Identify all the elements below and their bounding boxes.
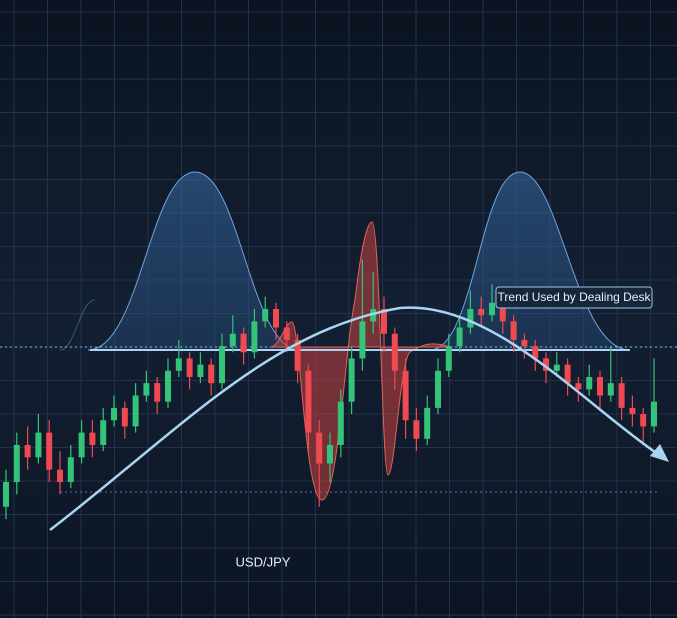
candle-body xyxy=(489,302,495,316)
candle-body xyxy=(521,339,528,347)
candle-body xyxy=(262,309,269,322)
candle-body xyxy=(381,309,387,334)
candle-body xyxy=(273,309,279,328)
candle-body xyxy=(240,333,247,353)
candle-body xyxy=(154,383,161,402)
oscillation-area xyxy=(269,221,451,501)
candle-body xyxy=(208,364,215,384)
candles xyxy=(3,259,657,520)
candle-body xyxy=(111,407,117,421)
candle-body xyxy=(89,432,96,445)
candle-body xyxy=(327,444,333,464)
candle-body xyxy=(597,376,603,396)
candle-body xyxy=(13,444,20,483)
candle-body xyxy=(305,370,312,433)
candle-body xyxy=(391,333,398,371)
candle-body xyxy=(24,444,31,458)
candle-body xyxy=(618,383,625,408)
candle-body xyxy=(370,309,377,322)
candle-body xyxy=(402,370,409,421)
candle-body xyxy=(143,383,150,396)
bell-edge xyxy=(59,299,96,351)
candle-body xyxy=(46,432,53,470)
candle-body xyxy=(294,339,301,371)
candle-body xyxy=(219,346,225,384)
candle-body xyxy=(543,358,549,371)
candle-body xyxy=(337,401,344,445)
candle-body xyxy=(532,346,539,359)
candle-body xyxy=(57,469,63,483)
chart-title: USD/JPY xyxy=(236,554,291,569)
candle-body xyxy=(186,358,193,377)
candle-body xyxy=(348,358,355,402)
candle-body xyxy=(283,327,290,340)
trend-arrow xyxy=(650,444,669,462)
candle-body xyxy=(640,414,647,427)
candle-body xyxy=(467,309,474,328)
candle-body xyxy=(67,457,74,483)
candle-body xyxy=(316,432,323,464)
candle-body xyxy=(413,420,420,439)
candle-body xyxy=(564,364,571,384)
candle-body xyxy=(165,370,171,402)
candle-body xyxy=(553,364,560,371)
candle-body xyxy=(359,321,366,359)
candle-body xyxy=(78,432,85,458)
candle-body xyxy=(456,327,463,347)
candle-body xyxy=(586,376,593,390)
candle-body xyxy=(424,407,431,439)
candle-body xyxy=(132,395,139,427)
candle-body xyxy=(478,309,485,316)
candle-body xyxy=(100,420,107,445)
candle-body xyxy=(435,370,441,408)
candle-body xyxy=(629,407,636,415)
annotation: Trend Used by Dealing Desk xyxy=(498,290,652,304)
candle-body xyxy=(3,482,9,507)
candle-body xyxy=(121,407,128,427)
candle-body xyxy=(445,346,452,371)
candle-body xyxy=(251,321,258,353)
candle-body xyxy=(35,432,42,458)
candle-body xyxy=(197,364,204,377)
candle-body xyxy=(575,383,582,390)
candle-body xyxy=(499,302,506,322)
candle-body xyxy=(175,358,182,371)
candle-body xyxy=(607,383,614,396)
trend-curve xyxy=(49,306,656,531)
annotation-box xyxy=(495,286,653,309)
candle-body xyxy=(510,321,517,340)
candle-body xyxy=(229,333,236,347)
candle-body xyxy=(651,401,657,427)
